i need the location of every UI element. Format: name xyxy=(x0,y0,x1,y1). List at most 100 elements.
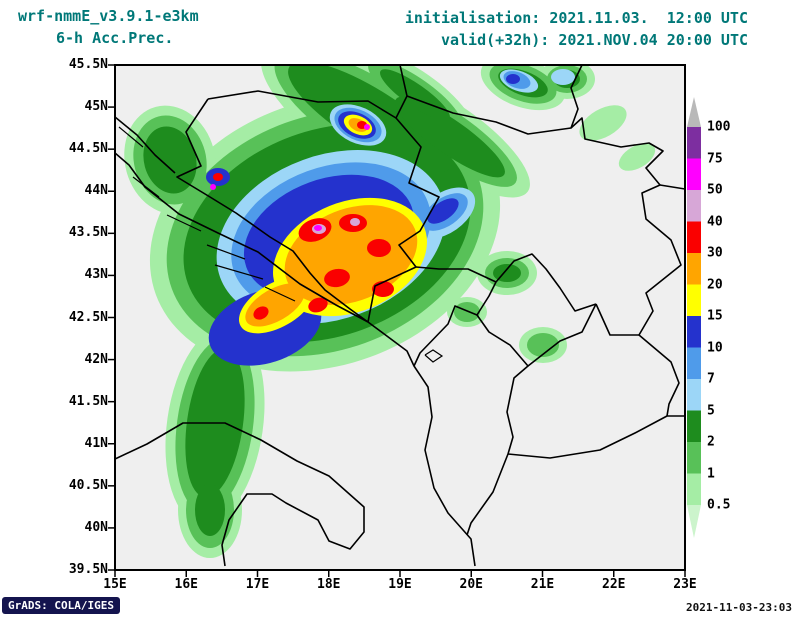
y-axis-tick-label: 42N xyxy=(84,351,108,367)
country-border-line xyxy=(495,253,597,312)
colorbar-level-label: 100 xyxy=(707,119,731,135)
precip-shaded-area xyxy=(143,126,197,194)
precip-shaded-area xyxy=(364,124,370,130)
precip-shaded-area xyxy=(367,239,391,257)
precip-shaded-area xyxy=(454,302,480,322)
coastline-island-line xyxy=(132,176,160,198)
colorbar-segment xyxy=(687,442,701,474)
grads-credit-badge: GrADS: COLA/IGES xyxy=(2,597,120,614)
coastline-island-line xyxy=(264,286,296,302)
precip-shaded-area xyxy=(350,218,360,226)
country-border-line xyxy=(415,266,497,283)
colorbar-segment xyxy=(687,284,701,316)
colorbar-level-label: 40 xyxy=(707,214,723,229)
y-axis-tick-label: 39.5N xyxy=(68,562,108,577)
colorbar-level-label: 50 xyxy=(707,182,723,198)
country-border-line xyxy=(406,95,664,186)
x-axis-tick-label: 15E xyxy=(103,577,127,592)
country-border-line xyxy=(595,303,639,336)
colorbar-segment xyxy=(687,473,701,505)
colorbar-segment xyxy=(687,158,701,190)
country-border-line xyxy=(413,281,497,367)
y-axis-tick-label: 40.5N xyxy=(68,477,108,493)
precip-shaded-area xyxy=(551,69,575,85)
x-axis-tick-label: 22E xyxy=(602,577,626,592)
run-info: initialisation: 2021.11.03. 12:00 UTC va… xyxy=(405,7,748,51)
creation-timestamp: 2021-11-03-23:03 xyxy=(686,601,792,614)
country-border-line xyxy=(638,334,680,417)
y-axis-tick-label: 45.5N xyxy=(68,57,108,72)
x-axis-tick-label: 19E xyxy=(388,577,412,592)
precip-shaded-area xyxy=(380,69,450,121)
precip-shaded-area xyxy=(324,268,350,288)
colorbar-segment xyxy=(687,379,701,411)
y-axis-tick-label: 45N xyxy=(84,99,108,115)
precip-shaded-area xyxy=(253,306,269,320)
colorbar-level-label: 75 xyxy=(707,151,723,166)
colorbar-under-arrow xyxy=(687,505,701,538)
colorbar-segment xyxy=(687,221,701,253)
country-border-line xyxy=(115,422,365,567)
country-border-line xyxy=(507,415,685,459)
y-axis-tick-label: 44.5N xyxy=(68,141,108,157)
colorbar-level-label: 15 xyxy=(707,308,723,324)
country-border-line xyxy=(570,65,583,129)
precip-shaded-area xyxy=(395,96,505,178)
y-axis-tick-label: 40N xyxy=(84,519,108,535)
x-axis-tick-label: 20E xyxy=(459,577,483,592)
country-border-line xyxy=(115,116,176,174)
colorbar xyxy=(687,97,701,538)
country-border-line xyxy=(395,117,440,268)
product-name: 6-h Acc.Prec. xyxy=(56,29,174,47)
colorbar-over-arrow xyxy=(687,97,701,127)
valid-time: valid(+32h): 2021.NOV.04 20:00 UTC xyxy=(440,31,748,49)
colorbar-segment xyxy=(687,316,701,348)
colorbar-segment xyxy=(687,347,701,379)
colorbar-level-label: 5 xyxy=(707,403,715,418)
colorbar-segment xyxy=(687,190,701,222)
y-axis-tick-label: 43.5N xyxy=(68,225,108,241)
precip-shaded-area xyxy=(210,184,216,190)
colorbar-level-label: 10 xyxy=(707,340,723,355)
x-axis-tick-label: 18E xyxy=(317,577,341,592)
country-border-line xyxy=(367,266,417,323)
colorbar-level-label: 0.5 xyxy=(707,497,731,513)
colorbar-level-label: 20 xyxy=(707,277,723,292)
y-axis-tick-label: 41N xyxy=(84,435,108,451)
colorbar-segment xyxy=(687,253,701,285)
precip-shaded-area xyxy=(372,281,394,297)
country-border-line xyxy=(638,184,685,336)
precip-shaded-area xyxy=(314,225,322,231)
coastline-island-line xyxy=(206,244,246,260)
precip-shaded-area xyxy=(506,74,520,84)
coastline-island-line xyxy=(214,264,264,280)
colorbar-level-label: 30 xyxy=(707,245,723,261)
coastline-island-line xyxy=(166,214,202,232)
x-axis-tick-label: 23E xyxy=(673,577,697,592)
country-border-line xyxy=(176,98,369,323)
y-axis-tick-label: 43N xyxy=(84,267,108,283)
precip-shaded-area xyxy=(493,264,521,282)
initialisation-time: initialisation: 2021.11.03. 12:00 UTC xyxy=(404,9,748,27)
colorbar-segment xyxy=(687,410,701,442)
precip-shaded-area xyxy=(213,173,223,181)
x-axis-tick-label: 16E xyxy=(174,577,198,592)
colorbar-level-label: 1 xyxy=(707,466,715,481)
country-border-line xyxy=(466,365,529,536)
colorbar-segment xyxy=(687,127,701,159)
precip-shaded-area xyxy=(527,333,559,357)
coastline-island-line xyxy=(118,126,144,148)
y-axis-tick-label: 41.5N xyxy=(68,393,108,409)
precipitation-map xyxy=(108,64,686,577)
colorbar-level-label: 2 xyxy=(707,434,715,450)
plot-frame xyxy=(114,64,686,571)
y-axis-tick-label: 44N xyxy=(84,183,108,199)
x-axis-tick-label: 21E xyxy=(530,577,555,592)
y-axis-tick-label: 42.5N xyxy=(68,309,108,325)
precip-shaded-area xyxy=(195,484,225,536)
precip-shaded-area xyxy=(579,105,627,141)
x-axis-tick-label: 17E xyxy=(245,577,270,592)
precip-shaded-area xyxy=(308,297,328,313)
precip-shaded-area xyxy=(618,143,656,171)
